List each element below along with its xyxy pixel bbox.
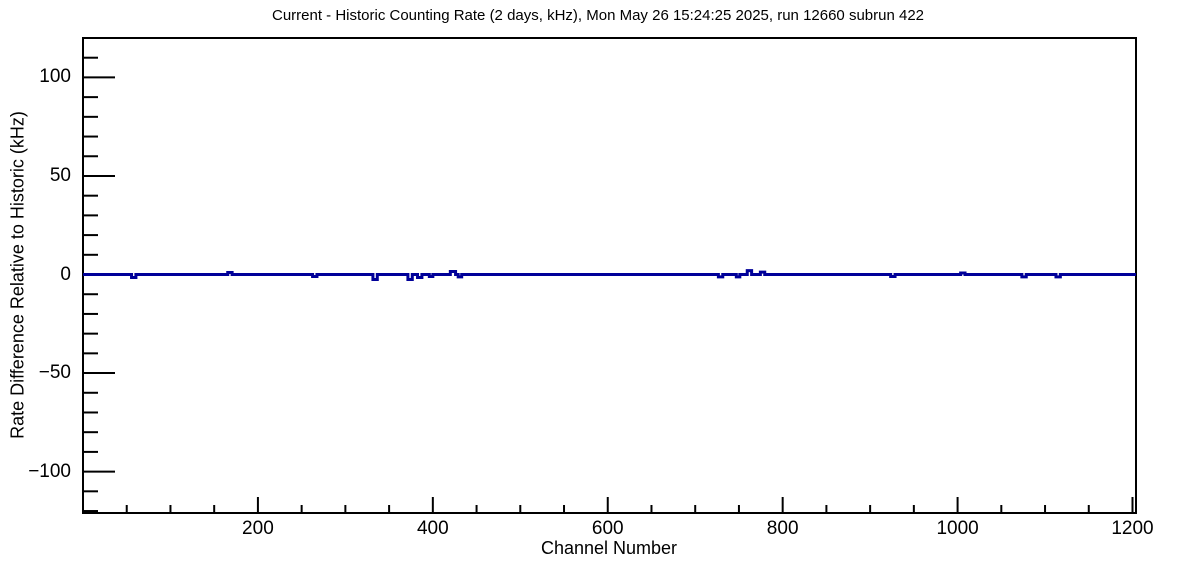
x-axis-title: Channel Number (540, 538, 678, 558)
x-tick-label: 400 (416, 518, 449, 539)
y-tick-label: 100 (39, 66, 71, 88)
x-tick-label: 1000 (936, 518, 979, 539)
y-tick-label: −50 (38, 362, 71, 384)
x-tick-label: 600 (591, 518, 624, 539)
y-axis-title: Rate Difference Relative to Historic (kH… (7, 111, 28, 439)
y-tick-label: 0 (60, 263, 71, 285)
y-tick-label: 50 (49, 164, 71, 186)
rate-difference-line (83, 269, 1136, 281)
y-tick-label: −100 (28, 460, 71, 482)
x-tick-label: 1200 (1111, 518, 1154, 539)
x-tick-label: 200 (242, 518, 274, 539)
x-tick-label: 800 (766, 518, 799, 539)
plot-title: Current - Historic Counting Rate (2 days… (271, 7, 925, 24)
